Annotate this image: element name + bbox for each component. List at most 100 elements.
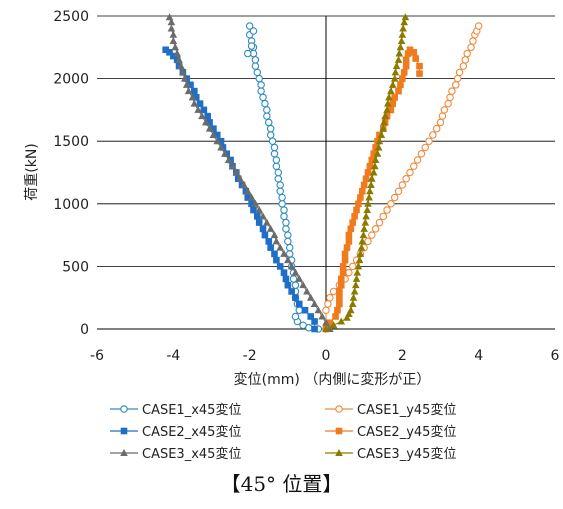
- data-point: [389, 100, 397, 107]
- data-point: [272, 237, 281, 245]
- y-tick-label: 2500: [53, 9, 89, 25]
- data-point: [267, 244, 274, 251]
- data-point: [175, 55, 183, 63]
- data-point: [210, 125, 217, 132]
- data-point: [364, 237, 372, 246]
- data-point: [198, 112, 206, 120]
- data-point: [370, 150, 378, 158]
- data-point: [249, 27, 258, 35]
- data-point: [282, 225, 290, 233]
- data-point: [254, 213, 261, 220]
- data-point: [261, 231, 269, 239]
- data-point: [438, 112, 447, 120]
- data-point: [221, 149, 229, 157]
- legend-item: CASE1_y45変位: [325, 402, 456, 418]
- data-point: [250, 206, 257, 214]
- data-point: [213, 137, 222, 145]
- data-point: [253, 68, 262, 77]
- data-point: [282, 218, 290, 227]
- data-point: [351, 213, 358, 220]
- data-point: [209, 130, 218, 138]
- data-point: [271, 250, 278, 258]
- data-point: [394, 187, 403, 196]
- data-point: [244, 194, 252, 201]
- data-point: [280, 206, 288, 214]
- data-point: [284, 231, 292, 239]
- data-point: [337, 317, 346, 325]
- data-point: [299, 321, 307, 329]
- y-tick-label: 2000: [53, 72, 89, 88]
- data-point: [425, 137, 433, 145]
- data-point: [440, 106, 449, 114]
- data-point: [165, 13, 174, 21]
- legend-item: CASE3_y45変位: [325, 446, 456, 462]
- data-point: [173, 49, 181, 57]
- data-point: [322, 325, 330, 332]
- data-point: [365, 193, 373, 201]
- data-point: [362, 212, 370, 220]
- legend-label: CASE3_y45変位: [357, 446, 456, 462]
- data-point: [266, 131, 275, 139]
- data-point: [295, 274, 304, 282]
- data-point: [355, 256, 364, 264]
- data-point: [182, 80, 191, 88]
- data-point: [337, 275, 345, 283]
- legend-item: CASE3_x45変位: [110, 446, 241, 462]
- data-point: [360, 181, 368, 189]
- data-point: [289, 275, 298, 283]
- data-point: [284, 256, 292, 264]
- data-point: [177, 62, 185, 70]
- data-point: [406, 168, 414, 177]
- data-point: [383, 206, 391, 214]
- data-point: [358, 237, 367, 245]
- data-point: [416, 62, 423, 70]
- legend-label: CASE3_x45変位: [142, 446, 241, 462]
- data-point: [240, 181, 248, 189]
- data-point: [167, 18, 176, 26]
- data-point: [368, 231, 376, 239]
- legend-item: CASE2_x45変位: [110, 424, 241, 440]
- data-point: [259, 93, 267, 102]
- data-point: [361, 218, 370, 226]
- data-point: [232, 168, 241, 176]
- data-point: [348, 299, 357, 307]
- data-point: [217, 143, 225, 151]
- data-point: [406, 46, 414, 54]
- data-point: [390, 193, 399, 202]
- data-point: [396, 43, 405, 51]
- data-point: [383, 105, 391, 113]
- data-point: [374, 143, 383, 151]
- data-point: [291, 312, 300, 321]
- data-point: [412, 55, 419, 62]
- data-point: [371, 162, 379, 170]
- data-point: [453, 74, 462, 83]
- x-tick-label: -6: [90, 348, 104, 364]
- data-point: [350, 287, 359, 295]
- data-point: [399, 75, 406, 82]
- data-point: [244, 49, 252, 58]
- series-CASE2_x45変位: [162, 46, 318, 333]
- data-point: [270, 149, 279, 158]
- series-layer: [162, 13, 483, 333]
- data-point: [247, 42, 256, 50]
- data-point: [280, 212, 288, 221]
- data-point: [270, 231, 279, 239]
- data-point: [276, 181, 284, 189]
- data-point: [364, 169, 372, 176]
- data-point: [400, 69, 408, 76]
- legend-swatch-marker: [120, 405, 128, 413]
- data-point: [257, 81, 265, 89]
- data-point: [329, 321, 338, 329]
- data-point: [251, 56, 260, 64]
- data-point: [322, 306, 330, 314]
- data-point: [228, 162, 237, 170]
- data-point: [402, 56, 410, 64]
- data-point: [377, 130, 386, 138]
- data-point: [336, 294, 343, 301]
- data-point: [263, 106, 271, 114]
- y-tick-label: 500: [62, 259, 89, 275]
- data-point: [474, 22, 483, 30]
- data-point: [288, 288, 295, 295]
- data-point: [357, 194, 364, 201]
- data-point: [188, 93, 197, 101]
